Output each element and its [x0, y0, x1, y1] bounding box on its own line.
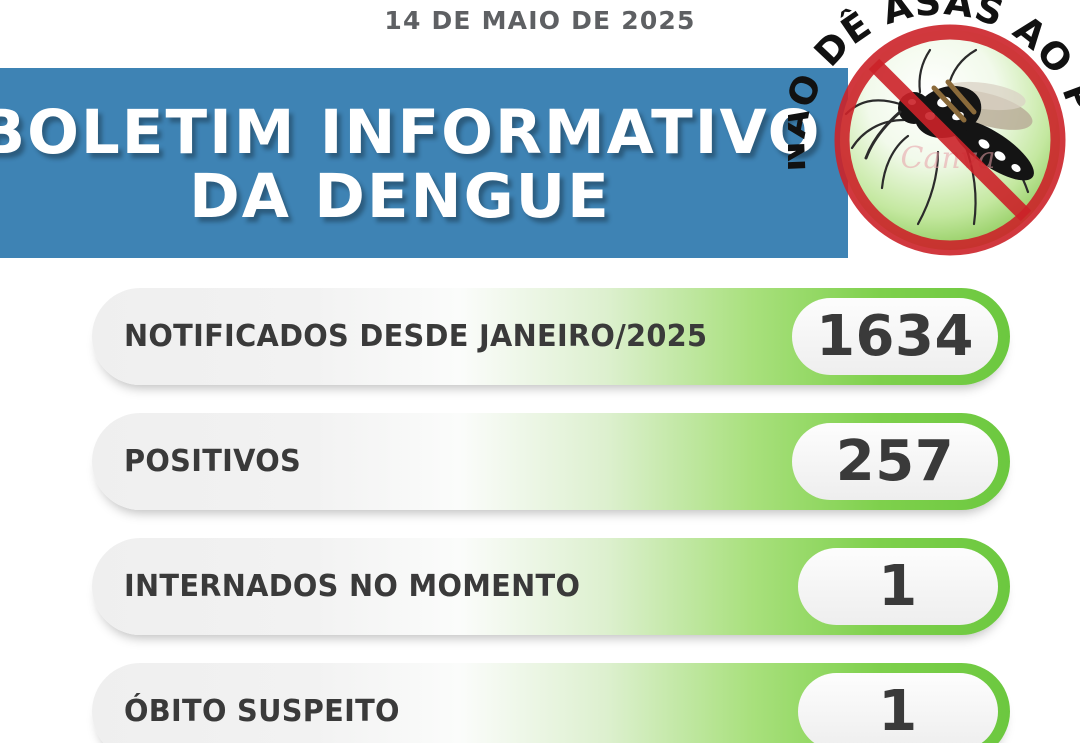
stat-value-capsule: 1 — [798, 548, 998, 625]
stat-value: 1634 — [816, 303, 974, 369]
stat-row-internados: INTERNADOS NO MOMENTO 1 — [92, 538, 1010, 635]
prohibition-slash — [868, 58, 1032, 222]
stat-value: 1 — [878, 678, 918, 743]
stat-label: INTERNADOS NO MOMENTO — [124, 569, 581, 604]
stat-value-capsule: 257 — [792, 423, 998, 500]
stat-value: 1 — [878, 553, 918, 619]
stat-value-capsule: 1 — [798, 673, 998, 743]
stats-list: NOTIFICADOS DESDE JANEIRO/2025 1634 POSI… — [92, 288, 1010, 743]
banner-title-line-2: DA DENGUE — [189, 161, 611, 232]
stat-label: ÓBITO SUSPEITO — [124, 694, 400, 729]
stat-value-capsule: 1634 — [792, 298, 998, 375]
stat-row-obito-suspeito: ÓBITO SUSPEITO 1 — [92, 663, 1010, 743]
stat-label: POSITIVOS — [124, 444, 302, 479]
prohibition-ring — [834, 24, 1066, 256]
stat-value: 257 — [835, 428, 955, 494]
stat-row-positivos: POSITIVOS 257 — [92, 413, 1010, 510]
stat-row-notificados: NOTIFICADOS DESDE JANEIRO/2025 1634 — [92, 288, 1010, 385]
mosquito-icon — [844, 48, 1034, 226]
banner-title-line-1: BOLETIM INFORMATIVO — [0, 97, 822, 169]
title-banner: BOLETIM INFORMATIVO DA DENGUE — [0, 68, 848, 258]
title-banner-inner: BOLETIM INFORMATIVO DA DENGUE — [0, 68, 819, 258]
stat-label: NOTIFICADOS DESDE JANEIRO/2025 — [124, 319, 708, 354]
nao-de-asas-ao-perigo-logo: Canva NÃO DÊ ASAS AO PERIGO — [788, 0, 1080, 264]
bulletin-date: 14 DE MAIO DE 2025 — [384, 6, 696, 35]
